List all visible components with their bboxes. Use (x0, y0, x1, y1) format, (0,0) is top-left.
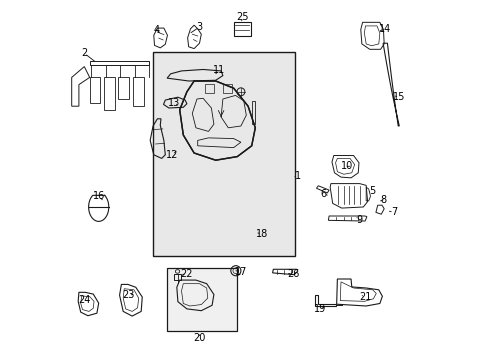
Bar (152, 52, 294, 256)
Text: 25: 25 (236, 12, 248, 22)
Text: 24: 24 (78, 294, 90, 305)
Text: 4: 4 (153, 24, 159, 35)
Bar (252, 101, 255, 124)
Text: 14: 14 (378, 24, 390, 34)
Text: 8: 8 (379, 195, 386, 205)
Bar (233, 22, 250, 36)
Text: 1: 1 (294, 171, 300, 181)
Text: 26: 26 (286, 269, 299, 279)
Text: 6: 6 (320, 189, 326, 199)
Bar (174, 274, 181, 280)
Text: 17: 17 (234, 267, 246, 277)
Text: 3: 3 (196, 22, 202, 32)
Text: 10: 10 (340, 161, 352, 171)
Text: 19: 19 (313, 304, 325, 314)
Text: 15: 15 (392, 92, 405, 102)
Text: 2: 2 (81, 48, 87, 58)
Polygon shape (179, 81, 255, 160)
Text: 5: 5 (368, 186, 375, 196)
Text: 20: 20 (193, 333, 205, 343)
Text: 11: 11 (213, 65, 225, 75)
Text: 12: 12 (166, 150, 178, 160)
Text: 18: 18 (255, 229, 267, 239)
Text: 21: 21 (358, 292, 370, 302)
Text: 13: 13 (168, 98, 180, 108)
Bar (204, 84, 213, 93)
Text: 9: 9 (355, 215, 361, 225)
Text: 7: 7 (390, 207, 396, 217)
Bar (167, 268, 237, 331)
Text: 16: 16 (92, 191, 104, 201)
Text: 23: 23 (122, 290, 135, 300)
Bar (223, 84, 231, 93)
Text: 22: 22 (180, 269, 193, 279)
